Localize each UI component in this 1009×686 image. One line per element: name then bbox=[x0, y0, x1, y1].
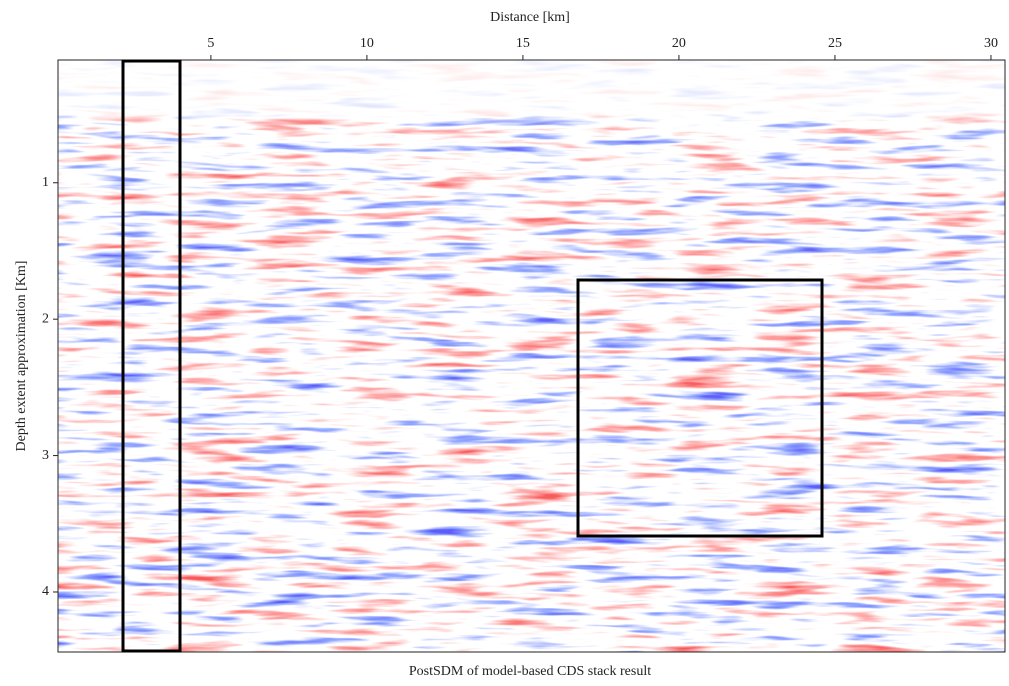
x-axis-title: Distance [km] bbox=[490, 10, 570, 25]
y-tick-label: 2 bbox=[42, 311, 49, 326]
x-tick-label: 10 bbox=[360, 36, 374, 51]
y-tick-label: 3 bbox=[42, 448, 49, 463]
highlight-box bbox=[576, 278, 824, 538]
x-tick-label: 5 bbox=[207, 36, 214, 51]
plot-frame bbox=[57, 59, 1006, 653]
caption: PostSDM of model-based CDS stack result bbox=[409, 664, 651, 679]
y-tick-label: 4 bbox=[42, 584, 49, 599]
y-axis-title: Depth extent approximation [Km] bbox=[14, 261, 29, 452]
y-tick-label: 1 bbox=[42, 175, 49, 190]
x-tick-label: 15 bbox=[516, 36, 530, 51]
x-tick-label: 20 bbox=[672, 36, 686, 51]
x-tick-label: 30 bbox=[984, 36, 998, 51]
near-surface-fade bbox=[58, 60, 1005, 652]
x-tick-label: 25 bbox=[828, 36, 842, 51]
highlight-box bbox=[121, 59, 182, 653]
